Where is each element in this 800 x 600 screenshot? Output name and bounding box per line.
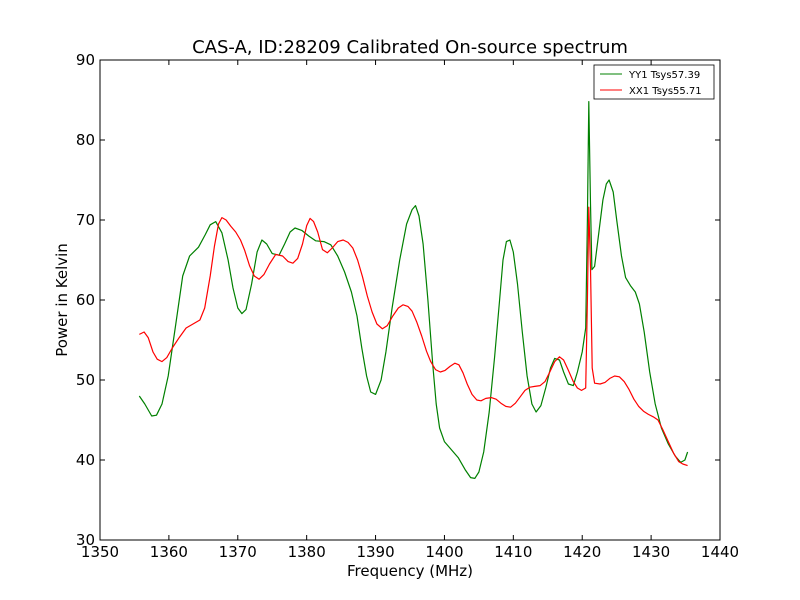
- plot-lines: [138, 101, 689, 479]
- x-tick-label: 1420: [563, 543, 601, 561]
- x-axis-label: Frequency (MHz): [347, 562, 473, 580]
- y-tick-label: 70: [76, 211, 95, 229]
- x-tick-label: 1360: [150, 543, 188, 561]
- x-tick-label: 1410: [494, 543, 532, 561]
- x-tick-label: 1430: [632, 543, 670, 561]
- legend-label-yy1: YY1 Tsys57.39: [628, 70, 700, 81]
- chart-title: CAS-A, ID:28209 Calibrated On-source spe…: [192, 37, 628, 58]
- x-tick-label: 1440: [701, 543, 739, 561]
- x-tick-label: 1390: [356, 543, 394, 561]
- x-tick-label: 1380: [288, 543, 326, 561]
- y-tick-label: 60: [76, 291, 95, 309]
- plot-frame: [99, 59, 721, 541]
- y-tick-label: 80: [76, 131, 95, 149]
- series-line-xx1: [139, 206, 688, 467]
- x-axis-ticks: 1350 1360 1370 1380 1390 1400 1410 1420 1430 1440: [81, 60, 739, 561]
- x-tick-label: 1370: [219, 543, 257, 561]
- y-tick-label: 90: [76, 51, 95, 69]
- y-axis-label: Power in Kelvin: [53, 243, 71, 357]
- legend: YY1 Tsys57.39 XX1 Tsys55.71: [593, 64, 715, 100]
- legend-box: [593, 64, 715, 100]
- y-tick-label: 30: [76, 531, 95, 549]
- x-tick-label: 1350: [81, 543, 119, 561]
- legend-label-xx1: XX1 Tsys55.71: [629, 86, 702, 97]
- y-tick-label: 40: [76, 451, 95, 469]
- y-tick-label: 50: [76, 371, 95, 389]
- series-line-yy1: [138, 101, 689, 479]
- y-axis-ticks: 30 40 50 60 70 80 90: [76, 51, 720, 549]
- x-tick-label: 1400: [425, 543, 463, 561]
